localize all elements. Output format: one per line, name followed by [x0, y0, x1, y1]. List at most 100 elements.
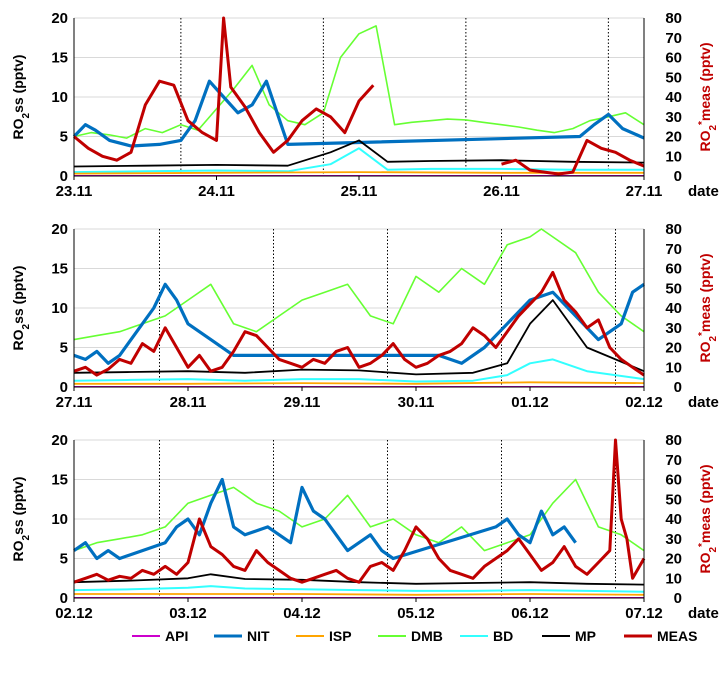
x-tick-label: 03.12 — [169, 605, 207, 622]
y-axis-label-left-part: 2 — [21, 112, 32, 118]
y-tick-label-left: 15 — [51, 50, 68, 67]
x-tick-label: 02.12 — [625, 394, 663, 411]
y-axis-label-right-part: meas (pptv) — [697, 253, 713, 332]
y-tick-label-right: 80 — [665, 10, 682, 27]
y-axis-label-right-part: * — [697, 543, 708, 547]
legend-item-api: API — [132, 628, 188, 644]
series-dmb — [73, 228, 645, 341]
x-tick-label: 04.12 — [283, 605, 321, 622]
y-tick-label-right: 10 — [665, 148, 682, 165]
legend-item-mp: MP — [542, 628, 596, 644]
y-tick-label-left: 0 — [60, 168, 68, 185]
legend-label: NIT — [247, 628, 270, 644]
y-tick-label-right: 30 — [665, 109, 682, 126]
y-tick-label-right: 50 — [665, 69, 682, 86]
y-axis-label-left: RO2ss (pptv) — [10, 55, 32, 140]
y-axis-label-right-part: 2 — [708, 125, 719, 131]
series-dmb — [73, 25, 645, 139]
y-tick-label-right: 20 — [665, 340, 682, 357]
y-axis-label-left: RO2ss (pptv) — [10, 477, 32, 562]
x-tick-label: 05.12 — [397, 605, 435, 622]
y-tick-label-left: 10 — [51, 89, 68, 106]
series-meas — [73, 438, 646, 584]
y-axis-label-left-part: RO — [10, 329, 26, 350]
y-tick-label-left: 0 — [60, 379, 68, 396]
y-tick-label-left: 5 — [60, 551, 68, 568]
x-tick-label: 29.11 — [284, 394, 321, 411]
y-tick-label-right: 20 — [665, 551, 682, 568]
y-tick-label-right: 60 — [665, 50, 682, 67]
legend-label: ISP — [329, 628, 352, 644]
series-bd — [73, 358, 645, 383]
y-axis-label-left-part: ss (pptv) — [10, 477, 26, 535]
y-axis-label-right-part: RO — [697, 341, 713, 362]
x-tick-label: 01.12 — [511, 394, 549, 411]
y-axis-label-right-part: RO — [697, 552, 713, 573]
legend-item-meas: MEAS — [624, 628, 697, 644]
y-axis-label-right-part: RO — [697, 130, 713, 151]
y-axis-label-right: RO2*meas (pptv) — [697, 464, 719, 573]
legend-item-isp: ISP — [296, 628, 352, 644]
series-bd — [73, 147, 644, 174]
legend-label: BD — [493, 628, 513, 644]
y-tick-label-right: 10 — [665, 359, 682, 376]
y-tick-label-right: 80 — [665, 221, 682, 238]
y-tick-label-right: 30 — [665, 320, 682, 337]
legend-label: MP — [575, 628, 596, 644]
legend-item-bd: BD — [460, 628, 513, 644]
x-axis-label: date — [688, 605, 719, 622]
y-axis-label-right: RO2*meas (pptv) — [697, 253, 719, 362]
x-tick-label: 25.11 — [341, 183, 378, 200]
y-tick-label-right: 0 — [674, 379, 682, 396]
series-nit — [72, 79, 645, 148]
y-tick-label-left: 10 — [51, 300, 68, 317]
y-tick-label-left: 20 — [51, 432, 68, 449]
series-isp — [74, 381, 645, 385]
x-tick-label: 07.12 — [625, 605, 663, 622]
x-tick-label: 02.12 — [55, 605, 93, 622]
y-tick-label-left: 20 — [51, 221, 68, 238]
y-tick-label-left: 5 — [60, 340, 68, 357]
y-tick-label-right: 0 — [674, 168, 682, 185]
y-tick-label-right: 20 — [665, 129, 682, 146]
y-tick-label-right: 30 — [665, 531, 682, 548]
panel-2: 0 5 10 15 20 0 10 20 30 40 50 60 70 80 27.11 28.11 29.11… — [10, 221, 719, 411]
y-tick-label-right: 60 — [665, 472, 682, 489]
series-nit — [73, 477, 577, 561]
y-tick-label-right: 70 — [665, 452, 682, 469]
y-tick-label-right: 50 — [665, 280, 682, 297]
y-tick-label-left: 0 — [60, 590, 68, 607]
y-tick-label-left: 15 — [51, 472, 68, 489]
y-tick-label-right: 50 — [665, 491, 682, 508]
x-tick-label: 26.11 — [483, 183, 520, 200]
legend-label: API — [165, 628, 188, 644]
panel-1: 0 5 10 15 20 0 10 20 30 40 50 60 70 80 23.11 24.11 25.11… — [10, 10, 719, 200]
y-tick-label-left: 15 — [51, 261, 68, 278]
y-tick-label-right: 40 — [665, 89, 682, 106]
series-meas — [73, 16, 645, 176]
x-axis-label: date — [688, 183, 719, 200]
y-tick-label-left: 10 — [51, 511, 68, 528]
y-tick-label-right: 70 — [665, 30, 682, 47]
y-axis-label-right-part: meas (pptv) — [697, 464, 713, 543]
y-tick-label-right: 0 — [674, 590, 682, 607]
series-isp — [74, 593, 645, 596]
series-mp — [73, 573, 645, 586]
panel-3: 0 5 10 15 20 0 10 20 30 40 50 60 70 80 02.12 03.12 04.12… — [10, 432, 719, 622]
y-tick-label-right: 80 — [665, 432, 682, 449]
y-axis-label-left: RO2ss (pptv) — [10, 266, 32, 351]
legend-label: DMB — [411, 628, 443, 644]
legend-label: MEAS — [657, 628, 697, 644]
y-axis-label-right: RO2*meas (pptv) — [697, 42, 719, 151]
series-meas — [73, 270, 645, 377]
y-axis-label-left-part: ss (pptv) — [10, 266, 26, 324]
y-tick-label-right: 60 — [665, 261, 682, 278]
y-axis-label-right-part: meas (pptv) — [697, 42, 713, 121]
series-dmb — [73, 478, 645, 552]
x-axis-label: date — [688, 394, 719, 411]
y-axis-label-left-part: RO — [10, 118, 26, 139]
y-tick-label-left: 20 — [51, 10, 68, 27]
legend-item-nit: NIT — [214, 628, 270, 644]
y-axis-label-left-part: 2 — [21, 534, 32, 540]
